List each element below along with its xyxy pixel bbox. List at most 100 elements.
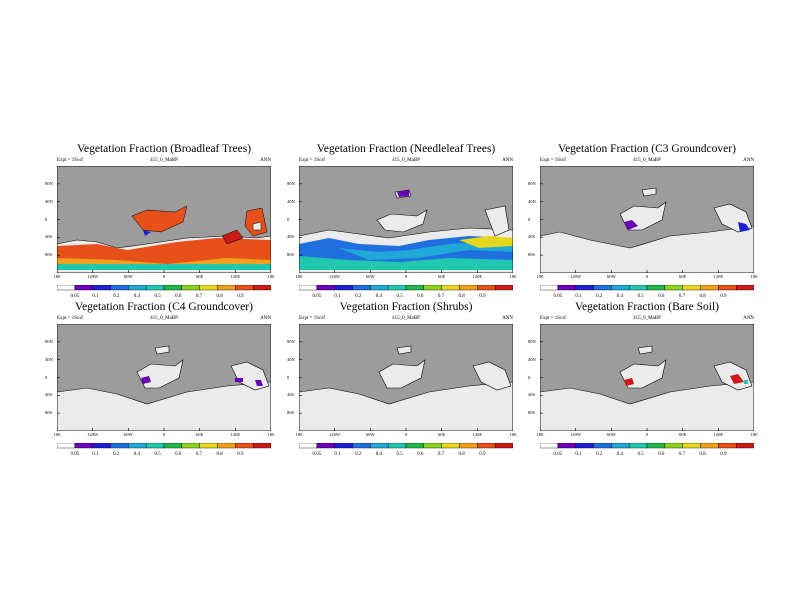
season-label: ANN [260, 316, 271, 321]
colorbar-swatch [423, 442, 442, 449]
colorbar-swatch [110, 442, 129, 449]
bare-soil-fraction [624, 374, 748, 386]
colorbar-swatch [575, 442, 594, 449]
lon-tick-label: 120W [570, 274, 582, 279]
colorbar: 0.05 0.1 0.2 0.4 0.5 0.6 0.7 0.8 0.9 [539, 442, 755, 461]
season-label: ANN [743, 158, 754, 163]
panel-needleleaf-trees: Vegetation Fraction (Needleleaf Trees) E… [287, 143, 516, 303]
colorbar-swatch [593, 284, 612, 291]
colorbar-label: 0.1 [334, 294, 341, 299]
colorbar-label: 0.1 [575, 294, 582, 299]
colorbar-swatch [477, 284, 496, 291]
expt-label: Expt = 1Scsf [57, 316, 83, 321]
map-plot [299, 324, 513, 431]
colorbar-swatch [199, 284, 218, 291]
colorbar-swatch [557, 442, 576, 449]
season-label: ANN [502, 316, 513, 321]
expt-label: Expt = 1Scsf [540, 316, 566, 321]
colorbar-label: 0.1 [92, 294, 99, 299]
colorbar-swatch [252, 284, 272, 291]
colorbar-swatch [459, 442, 478, 449]
colorbar-swatch [316, 442, 335, 449]
lon-tick-label: 0 [404, 432, 408, 437]
colorbar-label: 0.6 [658, 294, 665, 299]
lat-tick-label: 40S [528, 234, 536, 240]
colorbar-label: 0.6 [417, 452, 424, 457]
colorbar-swatch [145, 284, 165, 291]
colorbar-swatch [235, 442, 254, 449]
colorbar-label: 0.5 [637, 452, 644, 457]
period-label: 415_0_MaBP [150, 316, 178, 321]
colorbar-swatch [352, 442, 371, 449]
lat-tick-label: 40N [287, 198, 295, 204]
lon-tick-label: 180 [509, 274, 517, 279]
colorbar: 0.05 0.1 0.2 0.4 0.5 0.6 0.7 0.8 0.9 [56, 442, 272, 461]
lon-tick-label: 180 [536, 432, 544, 437]
colorbar-label: 0.8 [700, 452, 707, 457]
lat-tick-label: 40N [528, 356, 536, 362]
colorbar-swatch [163, 284, 183, 291]
expt-label: Expt = 1Scsf [540, 158, 566, 163]
period-label: 415_0_MaBP [633, 316, 661, 321]
lon-tick-label: 60W [606, 274, 616, 279]
colorbar-swatch [405, 442, 425, 449]
colorbar: 0.05 0.1 0.2 0.4 0.5 0.6 0.7 0.8 0.9 [56, 284, 272, 303]
colorbar-swatch [387, 442, 407, 449]
lat-tick-label: 40N [45, 356, 53, 362]
lon-tick-label: 60W [365, 432, 375, 437]
colorbar-label: 0.4 [134, 452, 141, 457]
colorbar-swatch [700, 284, 719, 291]
lat-tick-label: 0 [528, 216, 531, 222]
colorbar-label: 0.2 [113, 452, 120, 457]
lon-tick-label: 60W [606, 432, 616, 437]
colorbar-label: 0.9 [237, 294, 244, 299]
lat-tick-label: 80S [528, 252, 536, 258]
colorbar-label: 0.4 [134, 294, 141, 299]
colorbar-label: 0.9 [237, 452, 244, 457]
colorbar-label: 0.8 [459, 452, 466, 457]
lon-tick-label: 60W [365, 274, 375, 279]
colorbar-swatch [477, 442, 496, 449]
colorbar-label: 0.7 [438, 452, 445, 457]
colorbar-label: 0.9 [720, 294, 727, 299]
lon-tick-label: 120W [87, 432, 99, 437]
lon-tick-label: 0 [162, 274, 166, 279]
map-plot [540, 324, 754, 431]
colorbar-label: 0.5 [396, 452, 403, 457]
colorbar-label: 0.9 [479, 452, 486, 457]
lat-tick-label: 80N [287, 180, 295, 186]
colorbar-swatch [441, 284, 460, 291]
colorbar-swatch [682, 284, 701, 291]
colorbar-label: 0.1 [92, 452, 99, 457]
lon-tick-label: 120E [230, 432, 241, 437]
lon-tick-label: 60W [123, 274, 133, 279]
colorbar-swatch [370, 284, 389, 291]
colorbar-label: 0.4 [376, 294, 383, 299]
colorbar-swatch [735, 442, 755, 449]
map-plot [540, 166, 754, 273]
colorbar-label: 0.7 [679, 452, 686, 457]
colorbar-swatch [92, 442, 111, 449]
panel-broadleaf-trees: Vegetation Fraction (Broadleaf Trees) Ex… [45, 143, 274, 303]
season-label: ANN [743, 316, 754, 321]
colorbar-swatch [664, 284, 683, 291]
colorbar-swatch [441, 442, 460, 449]
expt-label: Expt = 1Scsf [299, 316, 325, 321]
lat-tick-label: 80N [528, 338, 536, 344]
lat-tick-label: 0 [528, 374, 531, 380]
lon-tick-label: 180 [536, 274, 544, 279]
colorbar-swatch [74, 442, 93, 449]
season-label: ANN [260, 158, 271, 163]
colorbar-swatch [700, 442, 719, 449]
colorbar-swatch [664, 442, 683, 449]
lat-tick-label: 80N [45, 338, 53, 344]
period-label: 415_0_MaBP [150, 158, 178, 163]
c3-fraction [624, 220, 750, 232]
period-label: 415_0_MaBP [633, 158, 661, 163]
colorbar-swatch [163, 442, 183, 449]
colorbar-label: 0.4 [617, 452, 624, 457]
colorbar-label: 0.2 [596, 294, 603, 299]
colorbar-swatch [56, 284, 76, 291]
lon-tick-label: 60E [679, 432, 687, 437]
panel-c4-groundcover: Vegetation Fraction (C4 Groundcover) Exp… [45, 301, 274, 461]
